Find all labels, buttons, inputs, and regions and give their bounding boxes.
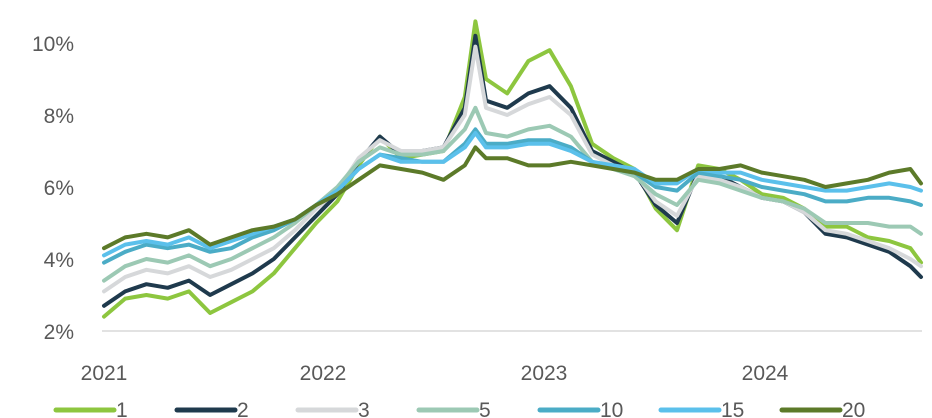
y-tick-label: 8%: [44, 105, 74, 128]
legend-label: 15: [721, 399, 744, 418]
x-tick-label: 2023: [521, 362, 568, 385]
x-tick-label: 2022: [300, 362, 347, 385]
legend: 1 2 3 5 10 15 20: [53, 399, 865, 418]
legend-label: 3: [358, 399, 370, 418]
legend-item-3: 3: [295, 399, 370, 418]
legend-item-1: 1: [53, 399, 128, 418]
series-line-5: [102, 105, 923, 283]
x-tick-label: 2021: [81, 362, 128, 385]
legend-item-2: 2: [174, 399, 249, 418]
series-lines: [102, 19, 923, 319]
series-line-2: [102, 33, 923, 308]
series-line-10: [102, 127, 923, 265]
y-tick-label: 10%: [32, 33, 74, 56]
series-line-1: [102, 19, 923, 319]
y-axis-tick-labels: 2% 4% 6% 8% 10%: [32, 33, 74, 344]
legend-label: 20: [842, 399, 865, 418]
legend-item-15: 15: [658, 399, 744, 418]
legend-label: 1: [116, 399, 128, 418]
legend-label: 5: [479, 399, 491, 418]
series-line-20: [102, 145, 923, 251]
legend-item-10: 10: [537, 399, 623, 418]
y-tick-label: 6%: [44, 177, 74, 200]
legend-label: 10: [600, 399, 623, 418]
legend-item-5: 5: [416, 399, 491, 418]
legend-item-20: 20: [779, 399, 865, 418]
x-tick-label: 2024: [742, 362, 789, 385]
series-line-15: [102, 131, 923, 258]
y-tick-label: 2%: [44, 321, 74, 344]
x-axis-tick-labels: 2021 2022 2023 2024: [81, 362, 789, 385]
legend-label: 2: [237, 399, 249, 418]
y-tick-label: 4%: [44, 249, 74, 272]
